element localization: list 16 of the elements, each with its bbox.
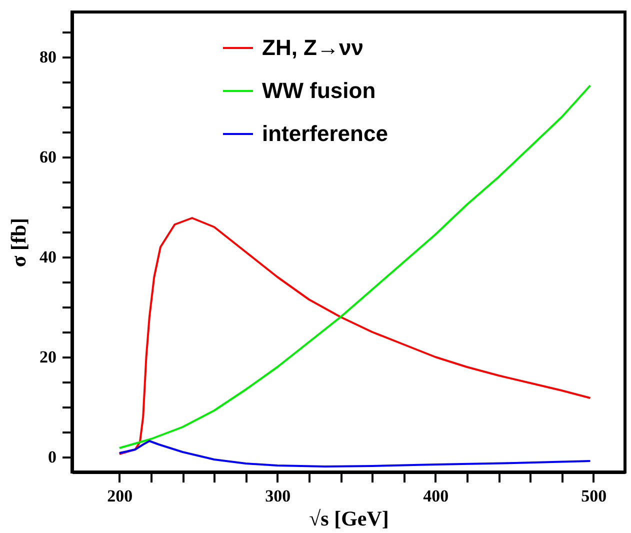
y-tick-label: 20 [40, 348, 56, 366]
x-axis-title: √s [GeV] [309, 506, 389, 530]
y-axis-title: σ [fb] [6, 218, 30, 268]
legend-label: interference [262, 121, 388, 146]
x-tick-label: 400 [423, 486, 449, 506]
legend-label: WW fusion [262, 78, 376, 103]
y-tick-label: 60 [40, 148, 56, 166]
x-tick-label: 300 [265, 486, 291, 506]
y-tick-label: 80 [40, 48, 56, 66]
y-tick-label: 0 [48, 448, 56, 466]
x-tick-label: 500 [581, 486, 607, 506]
line-series [118, 217, 592, 455]
legend-label: ZH, Z→νν [262, 35, 364, 60]
y-tick-label: 40 [40, 248, 56, 266]
line-series [118, 440, 592, 468]
x-tick-label: 200 [107, 486, 133, 506]
